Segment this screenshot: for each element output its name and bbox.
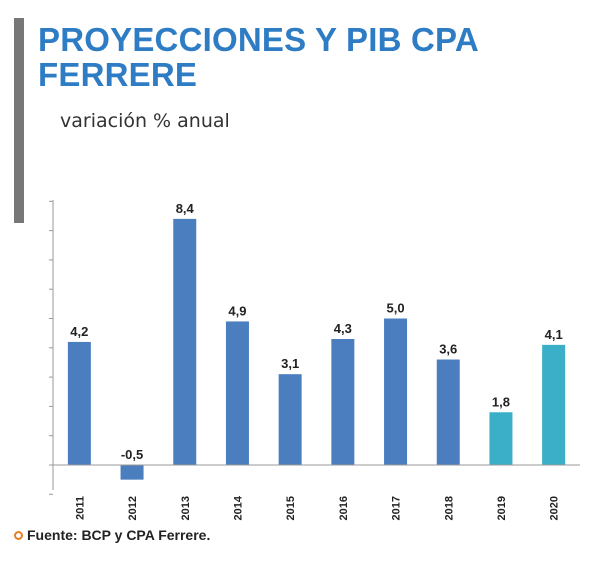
data-label-2017: 5,0 [387, 301, 405, 316]
data-label-2019: 1,8 [492, 394, 510, 409]
data-label-2018: 3,6 [439, 342, 457, 357]
bar-chart: 4,2 2011 -0,5 2012 8,4 2013 4,9 2014 3,1 2015 4,3 2… [49, 200, 580, 520]
bar-2020 [542, 344, 566, 465]
x-tick-label-2015: 2015 [285, 496, 297, 520]
data-label-2016: 4,3 [334, 321, 352, 336]
data-label-2013: 8,4 [176, 201, 195, 216]
bar-2015 [278, 374, 302, 465]
chart-title: PROYECCIONES Y PIB CPA FERRERE [38, 21, 478, 93]
source-note: Fuente: BCP y CPA Ferrere. [14, 527, 210, 543]
data-label-2020: 4,1 [545, 327, 563, 342]
data-label-2011: 4,2 [70, 324, 88, 339]
x-tick-label-2014: 2014 [232, 495, 244, 520]
x-tick-label-2012: 2012 [127, 496, 139, 520]
x-tick-label-2016: 2016 [338, 496, 350, 520]
x-tick-label-2018: 2018 [443, 496, 455, 520]
source-text: Fuente: BCP y CPA Ferrere. [27, 527, 211, 543]
bar-2019 [489, 412, 513, 465]
x-tick-label-2013: 2013 [180, 496, 192, 520]
decorative-side-bar [14, 18, 24, 223]
bar-2016 [331, 339, 355, 465]
bar-2013 [173, 218, 197, 465]
x-tick-label-2020: 2020 [549, 496, 561, 520]
bar-2012 [120, 465, 144, 480]
bar-2017 [384, 318, 408, 465]
x-tick-label-2017: 2017 [391, 496, 403, 520]
bar-2014 [225, 321, 249, 465]
bullet-icon [14, 531, 23, 540]
chart-subtitle: variación % anual [60, 110, 230, 132]
x-tick-label-2011: 2011 [74, 496, 86, 520]
bar-2011 [67, 341, 91, 465]
data-label-2015: 3,1 [281, 356, 299, 371]
bar-2018 [436, 359, 460, 465]
data-label-2012: -0,5 [121, 447, 143, 462]
data-label-2014: 4,9 [228, 303, 246, 318]
x-tick-label-2019: 2019 [496, 496, 508, 520]
